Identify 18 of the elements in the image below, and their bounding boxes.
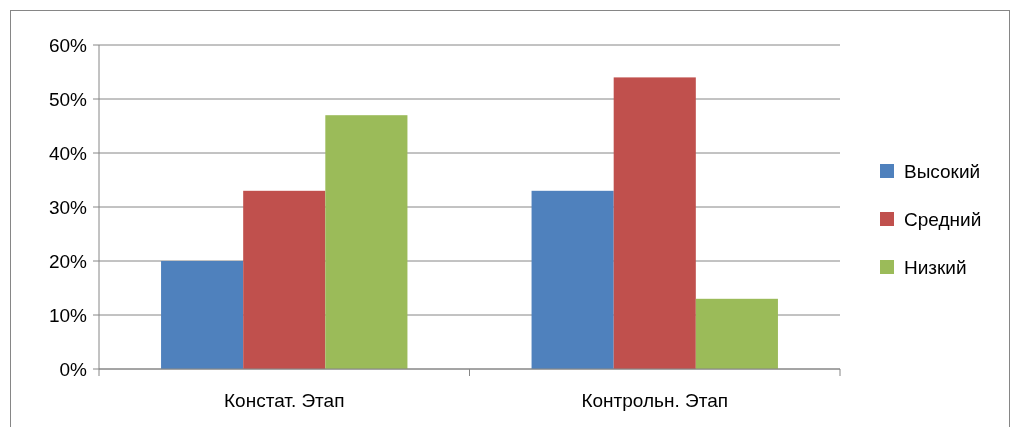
bar	[325, 115, 408, 369]
legend-label: Средний	[904, 208, 982, 230]
y-tick-label: 60%	[48, 34, 88, 56]
bar	[695, 298, 778, 369]
y-tick-label: 20%	[48, 250, 88, 272]
y-tick-label: 0%	[59, 358, 88, 380]
y-tick-label: 50%	[48, 88, 88, 110]
bar	[243, 190, 326, 369]
y-tick-label: 30%	[48, 196, 88, 218]
y-tick-label: 40%	[48, 142, 88, 164]
x-tick-label: Контрольн. Этап	[581, 390, 729, 411]
x-tick-label: Констат. Этап	[224, 390, 345, 411]
bar	[531, 190, 614, 369]
bar	[161, 261, 244, 369]
bar	[613, 77, 696, 369]
legend-label: Высокий	[904, 160, 981, 182]
legend-label: Низкий	[904, 256, 967, 278]
y-tick-label: 10%	[48, 304, 88, 326]
